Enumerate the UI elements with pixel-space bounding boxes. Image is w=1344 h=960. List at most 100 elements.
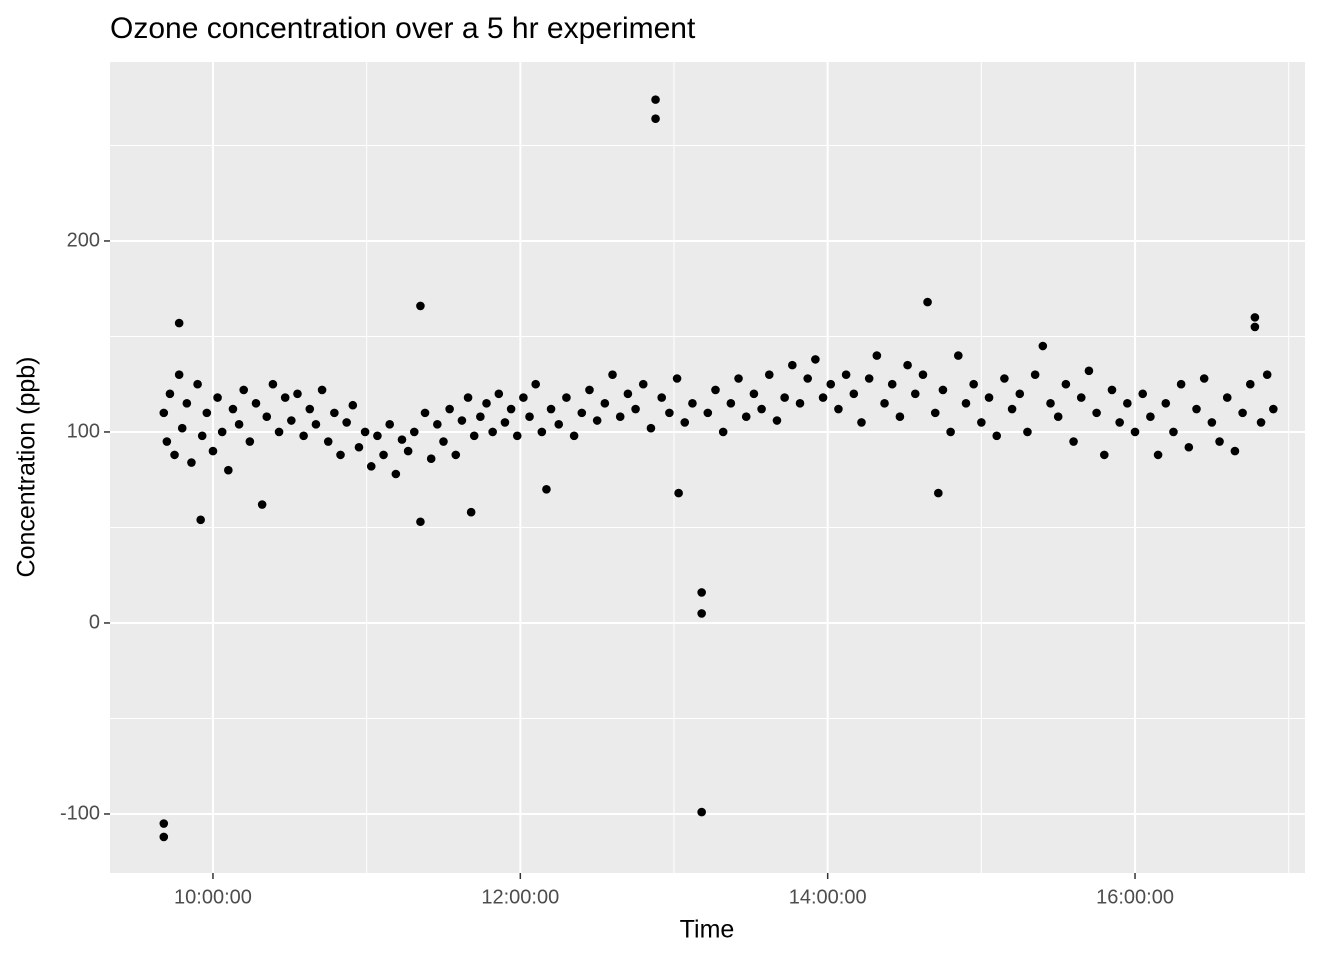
data-point [159,408,169,418]
data-point [416,517,425,527]
data-point [1061,379,1071,389]
data-point [457,416,467,425]
data-point [1169,427,1178,437]
data-point [872,351,882,360]
data-point [895,412,905,421]
x-tick-label: 14:00:00 [789,886,867,908]
data-point [213,393,222,402]
data-point [170,450,179,460]
data-point [1184,442,1194,452]
data-point [182,399,192,408]
data-point [749,389,759,399]
data-point [977,418,986,427]
data-point [569,431,579,441]
data-point [546,404,556,414]
y-tick-label: 0 [89,611,100,633]
data-point [1222,393,1232,402]
data-point [512,431,522,441]
data-point [1130,427,1140,437]
data-point [1250,322,1260,332]
data-point [849,389,859,399]
data-point [1207,418,1217,427]
data-point [1115,418,1124,427]
data-point [1199,374,1209,383]
data-point [476,412,485,421]
data-point [757,404,766,414]
data-point [1076,393,1086,402]
data-point [323,437,333,446]
data-point [638,379,648,389]
data-point [651,95,660,104]
data-point [174,318,184,328]
data-point [208,446,218,456]
data-point [934,488,943,498]
y-axis-title: Concentration (ppb) [13,357,41,578]
data-point [1153,450,1163,460]
data-point [1030,370,1040,379]
data-point [577,408,587,418]
data-point [1038,341,1048,351]
data-point [1176,379,1186,389]
data-point [1161,399,1171,408]
data-point [506,404,516,414]
data-point [379,450,388,460]
data-point [1000,374,1009,383]
data-point [562,393,571,402]
data-point [1107,385,1117,395]
data-point [938,385,948,395]
chart-title: Ozone concentration over a 5 hr experime… [110,12,696,45]
data-point [445,404,454,414]
data-point [1084,366,1094,376]
data-point [811,355,820,364]
data-point [930,408,940,418]
data-point [293,389,302,399]
data-point [910,389,920,399]
data-point [680,418,690,427]
data-point [665,408,674,418]
data-point [600,399,610,408]
data-point [984,393,994,402]
data-point [1192,404,1201,414]
data-point [403,446,413,456]
data-point [416,301,425,311]
y-tick-label: 200 [67,229,100,251]
data-point [1245,379,1255,389]
data-point [795,399,805,408]
data-point [251,399,261,408]
data-point [274,427,284,437]
data-point [1053,412,1063,421]
x-tick-label: 10:00:00 [174,886,252,908]
data-point [187,458,196,467]
data-point [336,450,345,460]
data-point [697,609,706,618]
data-point [542,484,551,494]
data-point [1256,418,1266,427]
data-point [803,374,812,383]
data-point [262,412,272,421]
data-point [525,412,534,421]
data-point [354,442,364,452]
data-point [439,437,448,446]
data-point [159,832,169,842]
data-point [880,399,889,408]
data-point [366,462,376,471]
data-point [348,400,358,410]
data-point [1230,446,1240,456]
y-tick-label: 100 [67,420,100,442]
data-point [1015,389,1025,399]
data-point [174,370,184,379]
data-point [841,370,851,379]
data-point [239,385,248,395]
data-point [1092,408,1101,418]
data-point [826,379,836,389]
data-point [317,385,327,395]
data-point [623,389,633,399]
data-point [463,393,473,402]
data-point [1069,437,1078,446]
data-point [969,379,978,389]
data-point [1007,404,1017,414]
data-point [818,393,828,402]
data-point [469,431,479,441]
data-point [228,404,238,414]
data-point [1269,404,1278,414]
